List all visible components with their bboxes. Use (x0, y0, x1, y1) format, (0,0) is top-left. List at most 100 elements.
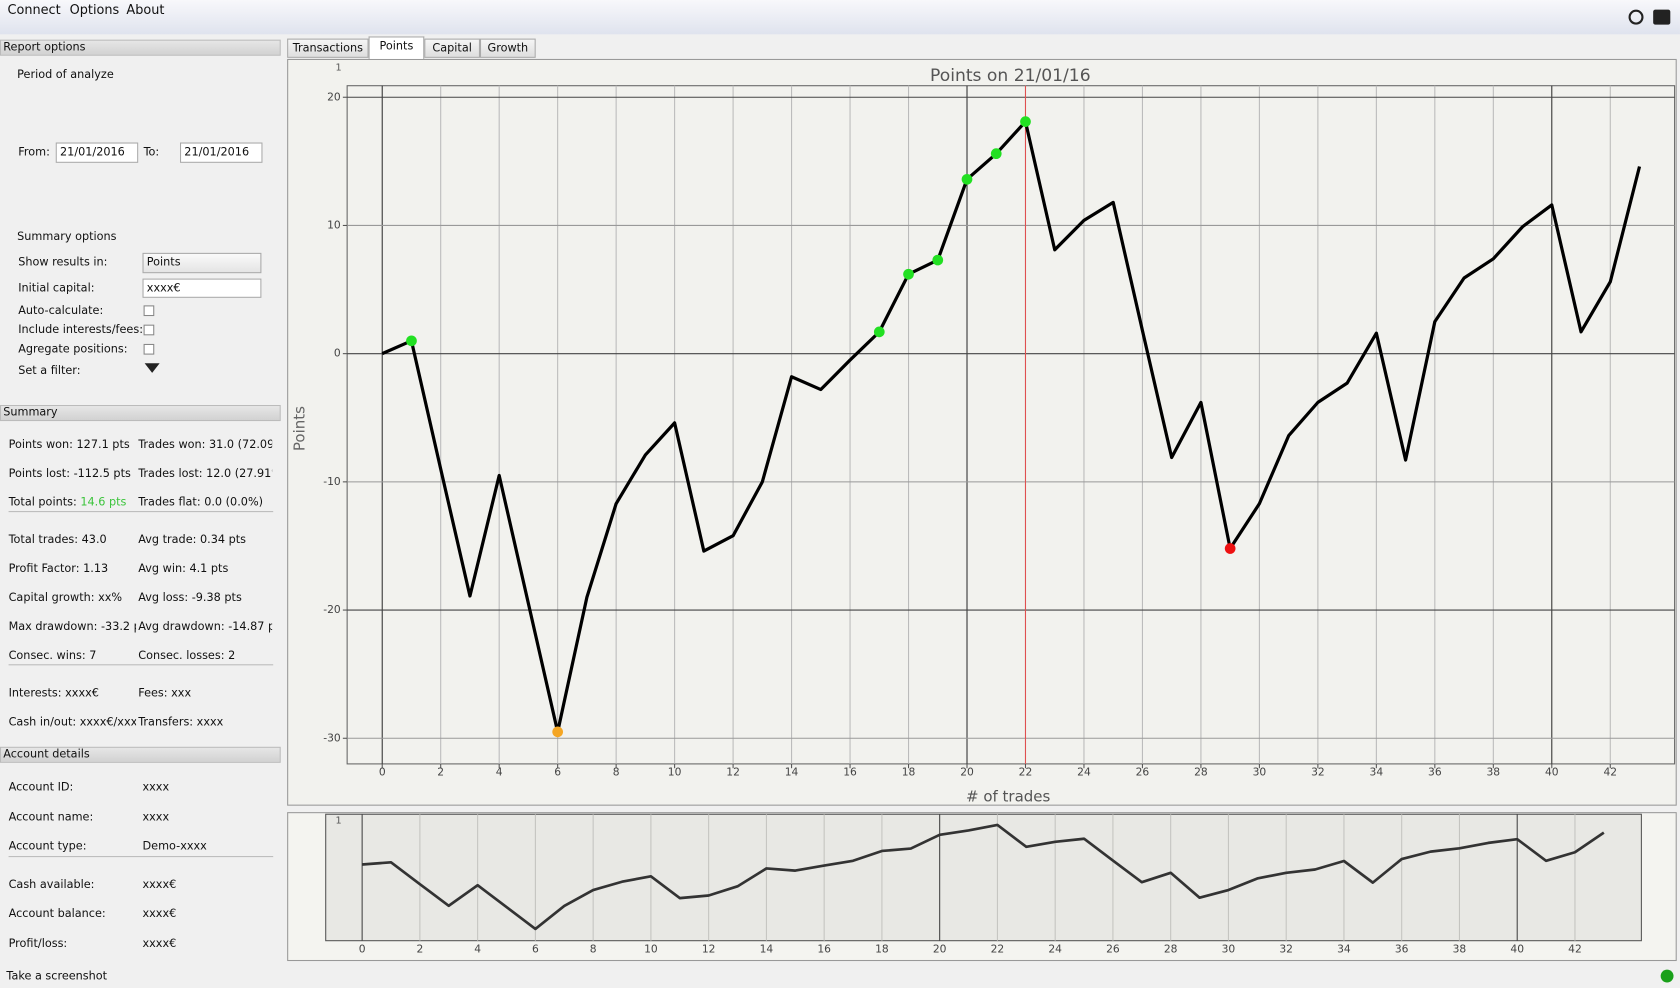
stat-value: 14.6 pts (76, 496, 127, 509)
stat-label: Points lost: -112.5 pts (8, 467, 131, 480)
x-tick-label: 0 (379, 765, 386, 778)
stat-label: Profit/loss: (8, 936, 68, 950)
panel-header: Account details (0, 746, 281, 763)
camera-icon[interactable] (1653, 9, 1671, 25)
line-series (381, 120, 1642, 734)
stat-label: Max drawdown: -33.2 pts (8, 620, 136, 634)
stat-value: Avg loss: -9.38 pts (138, 591, 242, 605)
y-tick-label: -20 (323, 603, 341, 616)
trade-marker (990, 148, 1002, 160)
separator (8, 855, 274, 857)
stat-label: Interests: xxxx€ (8, 686, 99, 700)
label: Period of analyze (17, 68, 114, 82)
x-tick-label: 22 (1019, 765, 1033, 778)
x-tick-label: 34 (1370, 765, 1384, 778)
y-tick-label: -30 (323, 731, 341, 744)
x-tick-label: 32 (1311, 765, 1325, 778)
x-tick-label: 10 (644, 942, 658, 955)
stat-label: Account type: (8, 839, 87, 853)
trade-marker (932, 254, 944, 266)
combo-box[interactable]: Points (142, 252, 262, 274)
x-tick-label: 42 (1603, 765, 1617, 778)
stat-label: Profit Factor: 1.13 (8, 562, 109, 576)
stat-label: Consec. wins: 7 (8, 649, 97, 663)
checkbox[interactable] (143, 324, 155, 336)
status-text[interactable]: Take a screenshot (6, 969, 108, 983)
filter-icon[interactable] (144, 363, 160, 373)
stat-label: Account name: (8, 810, 94, 824)
x-tick-label: 38 (1453, 942, 1467, 955)
stat-label: Cash available: (8, 878, 95, 891)
tab[interactable]: Growth (479, 38, 536, 58)
x-tick-label: 26 (1106, 942, 1120, 955)
x-tick-label: 30 (1222, 942, 1236, 955)
stat-value: Transfers: xxxx (138, 715, 224, 729)
x-tick-label: 14 (785, 765, 799, 778)
stat-value: Fees: xxx (138, 686, 192, 700)
stat-value: xxxx€ (142, 936, 177, 950)
trade-marker (873, 326, 885, 338)
label: From: (18, 145, 50, 159)
stat-value: Avg drawdown: -14.87 pts (138, 620, 273, 634)
x-tick-label: 28 (1164, 942, 1178, 955)
x-tick-label: 42 (1568, 942, 1582, 955)
stat-label: Points won: 127.1 pts (8, 438, 130, 452)
stat-label: Account ID: (8, 781, 74, 794)
x-tick-label: 20 (960, 765, 974, 778)
separator (8, 664, 274, 666)
stat-value: Trades flat: 0.0 (0.0%) (138, 496, 264, 509)
x-tick-label: 30 (1253, 765, 1267, 778)
plot-area (346, 85, 1676, 765)
trade-marker (406, 335, 417, 347)
trade-marker (1224, 543, 1236, 554)
tab[interactable]: Capital (424, 38, 480, 58)
stat-label: Cash in/out: xxxx€/xxx (8, 715, 137, 729)
x-tick-label: 24 (1048, 942, 1062, 955)
tab[interactable]: Transactions (287, 38, 369, 58)
corner-label: 1 (335, 62, 341, 73)
x-tick-label: 4 (474, 942, 481, 955)
x-tick-label: 16 (843, 765, 857, 778)
date-input[interactable]: 21/01/2016 (179, 142, 263, 163)
panel-header: Summary (0, 404, 281, 422)
x-tick-label: 2 (437, 765, 444, 778)
trade-marker (1020, 116, 1031, 127)
date-input[interactable]: 21/01/2016 (55, 142, 139, 163)
stat-value: xxxx (142, 781, 170, 794)
checkbox[interactable] (143, 343, 155, 355)
label: Show results in: (18, 256, 108, 269)
label: Auto-calculate: (18, 304, 104, 318)
x-tick-label: 38 (1487, 765, 1501, 778)
x-tick-label: 32 (1279, 942, 1293, 955)
x-tick-label: 40 (1510, 942, 1524, 955)
x-axis-label: # of trades (966, 788, 1050, 806)
panel-header: Report options (0, 39, 281, 56)
menu-item[interactable]: Connect (7, 2, 61, 18)
status-light (1660, 969, 1674, 983)
stat-value: Trades lost: 12.0 (27.91%) (138, 467, 273, 480)
x-tick-label: 18 (875, 942, 889, 955)
stat-value: Demo-xxxx (142, 839, 207, 853)
corner-label: 1 (335, 816, 341, 827)
x-tick-label: 6 (554, 765, 561, 778)
x-tick-label: 26 (1136, 765, 1150, 778)
overview-series (362, 823, 1605, 931)
x-tick-label: 36 (1428, 765, 1442, 778)
menu-item[interactable]: Options (69, 2, 120, 18)
text-input[interactable]: xxxx€ (142, 278, 262, 298)
menu-item[interactable]: About (126, 2, 165, 18)
x-tick-label: 40 (1545, 765, 1559, 778)
chart-title: Points on 21/01/16 (930, 66, 1091, 86)
y-tick-label: 10 (327, 218, 341, 231)
tab[interactable]: Points (368, 36, 425, 59)
y-tick-label: 0 (334, 347, 341, 360)
checkbox[interactable] (143, 305, 155, 317)
refresh-icon[interactable] (1628, 9, 1644, 25)
trade-marker (961, 173, 973, 185)
trade-marker (552, 726, 564, 738)
separator (8, 511, 274, 513)
trade-marker (903, 268, 914, 280)
x-tick-label: 28 (1194, 765, 1208, 778)
